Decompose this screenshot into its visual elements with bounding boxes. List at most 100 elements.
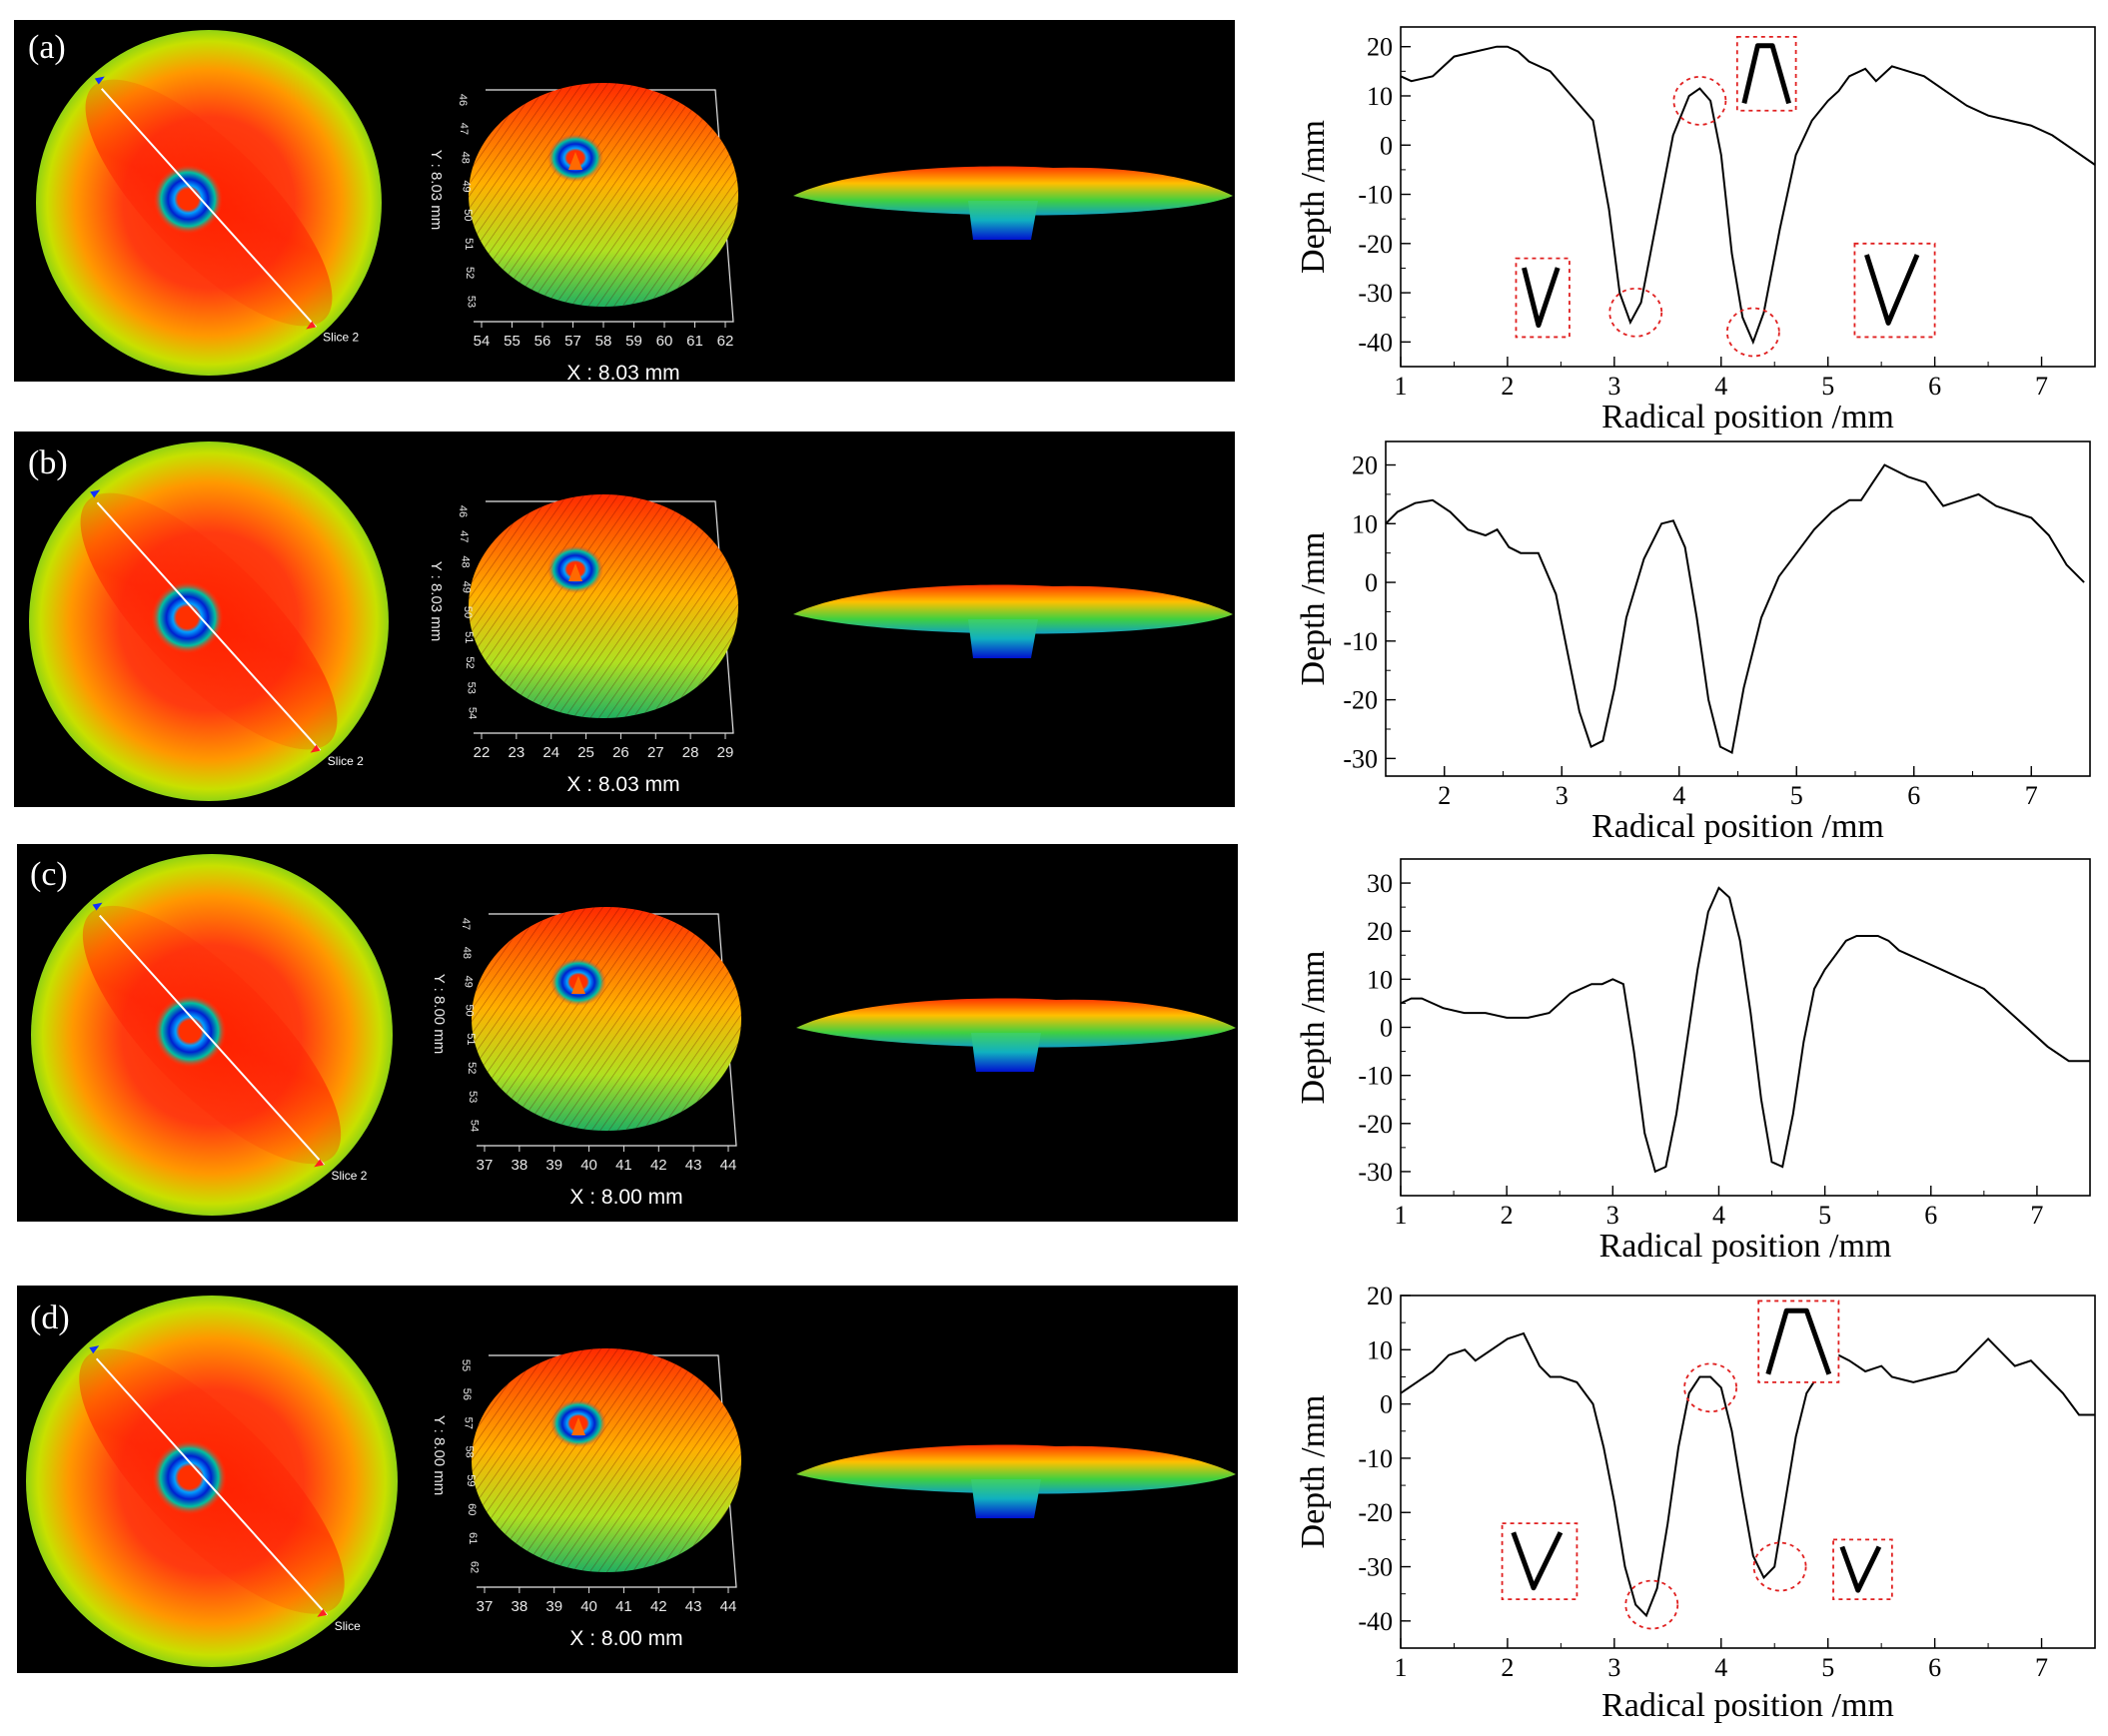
y-tick-label: 0 [1380,1390,1393,1419]
plot-frame [1400,1295,2096,1649]
y-tick-label: -30 [1358,1553,1393,1582]
panel-label: (c) [30,856,68,893]
x-tick-label: 3 [1556,781,1569,810]
chart-x-label: Radical position /mm [1601,1687,1894,1724]
surface-hatch [472,1348,741,1572]
x-tick-label: 40 [580,1157,597,1174]
side-profile-view [793,584,1233,658]
y-tick-label: -20 [1343,686,1378,715]
profile-surface [796,1444,1236,1494]
scan-panel-4: Slice 37 38 39 40 41 42 43 44 55 56 57 58 59 60 61 62 Y :… [17,1286,1238,1673]
x-tick-label: 5 [1818,1201,1831,1230]
highlight-circle [1752,1541,1807,1592]
y-axis-label: Y : 8.00 mm [431,1415,448,1496]
zoom-inset-curve [1864,254,1920,326]
y-tick-label: 30 [1367,869,1393,898]
y-tick-label: 47 [458,530,470,542]
x-tick-label: 2 [1501,1653,1514,1682]
profile-well [971,1479,1041,1518]
zoom-inset-curve [1839,1545,1882,1593]
center-pit [151,581,224,654]
plot-frame [1400,26,2096,368]
x-tick-label: 41 [615,1598,632,1615]
x-tick-label: 6 [1928,1653,1941,1682]
y-tick-label: 53 [465,682,477,694]
x-tick-label: 4 [1714,372,1727,401]
y-tick-label: -10 [1358,1444,1393,1473]
y-tick-label: 48 [461,947,473,959]
chart-y-label: Depth /mm [1295,951,1332,1105]
side-profile-view [796,1444,1236,1518]
y-tick-label: 52 [464,267,476,279]
x-tick-label: 3 [1607,1653,1620,1682]
y-tick-label: 48 [459,152,471,164]
center-pit [154,995,227,1068]
chart-y-label: Depth /mm [1295,1395,1332,1549]
3d-surface-view: 37 38 39 40 41 42 43 44 47 48 49 50 51 52 53 54 Y : 8.00… [431,907,741,1209]
y-tick-label: -30 [1358,1158,1393,1187]
plot-frame [1385,440,2091,777]
x-tick-label: 39 [545,1157,562,1174]
x-tick-label: 6 [1907,781,1920,810]
chart-x-label: Radical position /mm [1591,808,1884,845]
y-tick-label: 59 [465,1474,477,1486]
x-tick-label: 22 [474,744,491,761]
zoom-inset-curve [1522,267,1561,329]
slice-label: Slice 2 [331,1169,367,1183]
depth-chart-4: 1 2 3 4 5 6 7 20 10 0 -10 -20 -30 -40 Radical position… [1295,1282,2096,1724]
x-tick-label: 38 [512,1598,528,1615]
x-tick-label: 29 [717,744,734,761]
y-tick-label: 56 [461,1388,473,1400]
y-tick-label: 48 [459,555,471,567]
slice-start-marker [90,489,101,498]
side-profile-view [793,166,1233,240]
y-tick-label: -30 [1343,744,1378,773]
x-tick-label: 1 [1395,372,1408,401]
y-tick-label: 49 [461,581,473,593]
x-tick-label: 43 [685,1598,702,1615]
x-tick-label: 1 [1395,1653,1408,1682]
depth-profile-line [1400,45,2096,346]
x-tick-label: 2 [1501,1201,1514,1230]
x-tick-label: 7 [2035,372,2048,401]
y-tick-label: -30 [1358,279,1393,308]
y-tick-label: 49 [462,976,474,988]
y-tick-label: -40 [1358,328,1393,357]
y-tick-label: 47 [458,123,470,135]
x-tick-label: 58 [595,333,612,350]
3d-surface-view: 54 55 56 57 58 59 60 61 62 46 47 48 49 50 51 52 53 Y : 8.… [428,83,738,385]
y-tick-label: 20 [1367,1282,1393,1310]
y-tick-label: 46 [457,505,469,517]
chart-x-label: Radical position /mm [1599,1228,1892,1265]
x-tick-label: 40 [580,1598,597,1615]
3d-surface-view: 37 38 39 40 41 42 43 44 55 56 57 58 59 60 61 62 Y : 8.00… [431,1348,741,1650]
depth-profile-line [1400,1331,2095,1618]
y-tick-label: -10 [1358,181,1393,210]
x-tick-label: 26 [612,744,629,761]
depth-profile-line [1385,463,2085,754]
center-pit [152,1440,227,1515]
height-map-disk: Slice 2 [29,441,389,801]
profile-well [968,201,1038,240]
x-axis-label: X : 8.03 mm [566,773,679,796]
slice-end-marker [306,321,317,330]
y-tick-label: 47 [460,918,472,930]
x-tick-label: 44 [720,1157,737,1174]
x-tick-label: 4 [1714,1653,1727,1682]
y-tick-label: 20 [1367,33,1393,62]
y-tick-label: 55 [460,1359,472,1371]
height-map-disk: Slice 2 [31,854,393,1216]
x-tick-label: 57 [564,333,581,350]
y-tick-label: 10 [1367,965,1393,994]
zoom-inset-curve [1511,1531,1564,1591]
height-map-disk: Slice 2 [36,30,382,376]
highlight-circle [1624,1579,1679,1630]
x-tick-label: 42 [650,1157,667,1174]
x-tick-label: 7 [2035,1653,2048,1682]
x-tick-label: 3 [1606,1201,1619,1230]
y-tick-label: 58 [464,1445,476,1457]
surface-peak [571,1417,585,1435]
slice-label: Slice 2 [328,754,364,768]
highlight-circle [1672,76,1727,126]
x-tick-label: 6 [1924,1201,1937,1230]
